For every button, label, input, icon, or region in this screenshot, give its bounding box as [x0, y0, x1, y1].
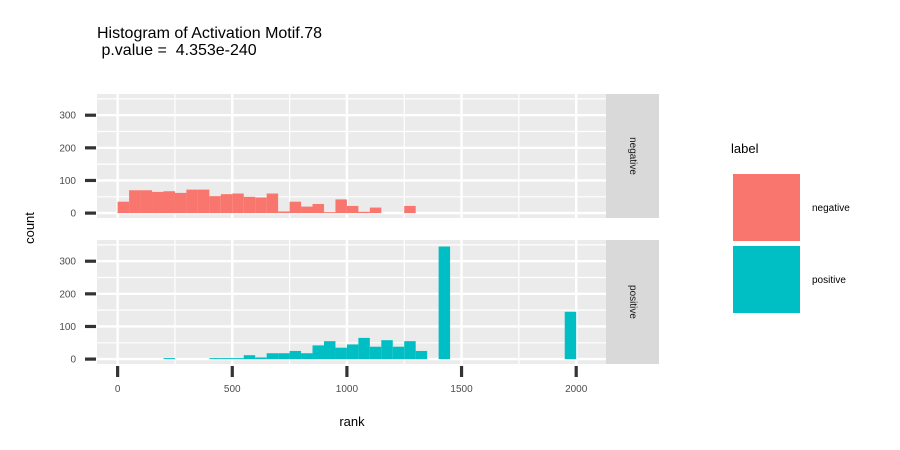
- histogram-bar: [140, 190, 153, 214]
- legend-key-positive: [733, 246, 800, 313]
- y-tick-label: 200: [59, 289, 76, 300]
- legend-title: label: [731, 141, 759, 156]
- histogram-bar: [323, 212, 336, 214]
- chart-title: Histogram of Activation Motif.78: [97, 25, 322, 42]
- chart-title-group: Histogram of Activation Motif.78 p.value…: [97, 25, 322, 59]
- histogram-bar: [232, 358, 244, 360]
- histogram-bar: [358, 211, 370, 214]
- histogram-bar: [163, 191, 175, 214]
- histogram-bar: [243, 196, 256, 214]
- histogram-bar: [243, 355, 256, 360]
- histogram-bar: [415, 350, 428, 360]
- histogram-bar: [369, 207, 382, 214]
- histogram-bar: [392, 346, 405, 360]
- x-axis: 0 500 1000 1500 2000: [115, 366, 588, 395]
- strip-label: negative: [627, 137, 638, 175]
- histogram-bar: [346, 205, 359, 214]
- bars-positive: [163, 246, 577, 360]
- histogram-bar: [186, 189, 198, 214]
- facet-panel-negative: [97, 94, 606, 218]
- y-axis-title: count: [22, 212, 37, 244]
- histogram-bar: [335, 199, 347, 214]
- y-axes: 0 100 200 300 0 100 200 300: [59, 111, 96, 366]
- histogram-bar: [301, 206, 313, 214]
- bars-negative: [117, 189, 416, 214]
- histogram-bar: [174, 192, 187, 214]
- facet-strips: negative positive: [606, 94, 659, 364]
- y-tick-label: 300: [59, 257, 76, 268]
- strip-background: [606, 240, 659, 364]
- histogram-bar: [301, 353, 313, 360]
- histogram-bar: [255, 197, 267, 214]
- y-tick-label: 200: [59, 143, 76, 154]
- chart-subtitle-pvalue: p.value = 4.353e-240: [97, 42, 257, 59]
- histogram-bar: [369, 346, 382, 360]
- histogram-bar: [404, 341, 416, 360]
- x-tick-label: 500: [224, 384, 241, 395]
- x-tick-label: 2000: [565, 384, 588, 395]
- histogram-bar: [312, 345, 324, 360]
- y-tick-label: 100: [59, 322, 76, 333]
- facet-strip-positive: positive: [606, 240, 659, 364]
- histogram-bar: [289, 350, 302, 360]
- y-tick-label: 100: [59, 176, 76, 187]
- histogram-bar: [220, 358, 233, 360]
- histogram-bar: [129, 190, 141, 214]
- histogram-bar: [381, 340, 393, 360]
- histogram-bar: [152, 191, 164, 214]
- histogram-bar: [209, 358, 221, 360]
- histogram-bar: [220, 194, 233, 214]
- histogram-bar: [404, 205, 416, 214]
- histogram-bar: [346, 344, 359, 360]
- facet-strip-negative: negative: [606, 94, 659, 218]
- histogram-bar: [358, 337, 370, 360]
- histogram-bar: [209, 196, 221, 214]
- histogram-bar: [438, 246, 451, 360]
- strip-background: [606, 94, 659, 218]
- y-axis-negative: 0 100 200 300: [59, 111, 96, 220]
- histogram-bar: [289, 201, 302, 214]
- y-tick-label: 300: [59, 111, 76, 122]
- histogram-bar: [117, 201, 130, 214]
- histogram-bar: [197, 189, 210, 214]
- y-axis-positive: 0 100 200 300: [59, 257, 96, 366]
- y-tick-label: 0: [70, 209, 76, 220]
- facet-panels: [97, 94, 606, 364]
- histogram-bar: [323, 341, 336, 360]
- x-tick-label: 0: [115, 384, 121, 395]
- histogram-bar: [278, 353, 290, 360]
- strip-label: positive: [627, 285, 638, 319]
- legend: label negative positive: [731, 141, 850, 313]
- histogram-bar: [163, 358, 175, 360]
- histogram-bar: [266, 193, 279, 214]
- legend-key-negative: [733, 174, 800, 241]
- histogram-bar: [266, 353, 279, 360]
- histogram-bar: [312, 203, 324, 214]
- legend-label-negative: negative: [812, 203, 850, 214]
- histogram-bar: [564, 311, 577, 360]
- legend-label-positive: positive: [812, 275, 846, 286]
- y-tick-label: 0: [70, 355, 76, 366]
- histogram-bar: [278, 211, 290, 214]
- facet-panel-positive: [97, 240, 606, 364]
- x-axis-title: rank: [339, 414, 365, 429]
- x-tick-label: 1500: [450, 384, 473, 395]
- histogram-bar: [255, 357, 267, 360]
- histogram-bar: [232, 193, 244, 214]
- histogram-bar: [335, 347, 347, 360]
- x-tick-label: 1000: [336, 384, 359, 395]
